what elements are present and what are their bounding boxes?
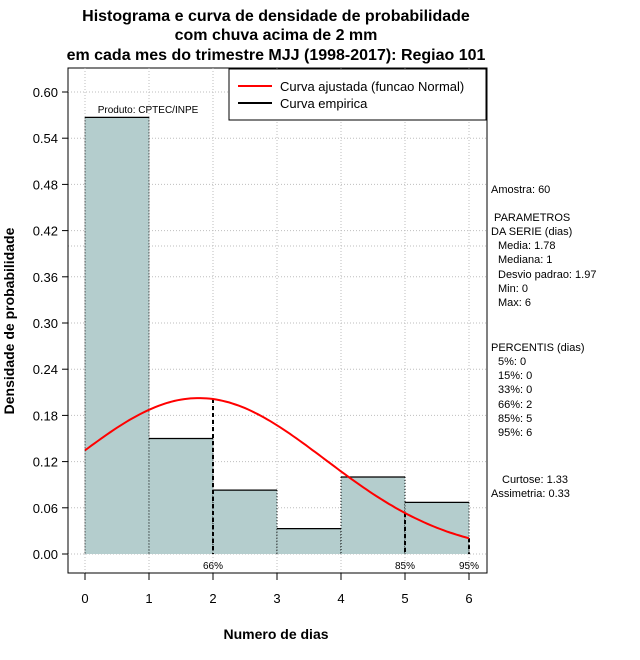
axes: 0.00 0.06 0.12 0.18 0.24 0.30 0.36 0.42 0.48 0.54… xyxy=(33,85,473,606)
param-media: Media: 1.78 xyxy=(498,240,555,252)
percentile-label-0: 66% xyxy=(203,561,223,572)
y-tick-label: 0.24 xyxy=(33,362,58,377)
stat-curtose: Curtose: 1.33 xyxy=(502,474,568,486)
param-max: Max: 6 xyxy=(498,297,531,309)
y-tick-label: 0.36 xyxy=(33,270,58,285)
percentil-33: 33%: 0 xyxy=(498,384,532,396)
percentil-15: 15%: 0 xyxy=(498,370,532,382)
y-tick-label: 0.42 xyxy=(33,224,58,239)
legend-label-normal: Curva ajustada (funcao Normal) xyxy=(280,79,464,94)
percentil-66: 66%: 2 xyxy=(498,399,532,411)
y-axis-title: Densidade de probabilidade xyxy=(1,227,17,414)
y-tick-label: 0.06 xyxy=(33,501,58,516)
histogram-bar-0 xyxy=(85,117,149,554)
x-tick-label: 4 xyxy=(337,591,344,606)
param-min: Min: 0 xyxy=(498,283,528,295)
legend-label-empirical: Curva empirica xyxy=(280,96,368,111)
percentil-5: 5%: 0 xyxy=(498,356,526,368)
y-tick-label: 0.12 xyxy=(33,455,58,470)
percentil-95: 95%: 6 xyxy=(498,427,532,439)
y-tick-label: 0.54 xyxy=(33,131,58,146)
y-tick-label: 0.60 xyxy=(33,85,58,100)
param-header-1: PARAMETROS xyxy=(491,212,570,224)
chart-title-line-2: com chuva acima de 2 mm xyxy=(175,27,378,44)
percentile-label-1: 85% xyxy=(395,561,415,572)
x-tick-label: 1 xyxy=(145,591,152,606)
legend: Curva ajustada (funcao Normal) Curva emp… xyxy=(228,68,487,121)
credit-label: Produto: CPTEC/INPE xyxy=(98,105,199,116)
percentis-header: PERCENTIS (dias) xyxy=(491,342,585,354)
x-tick-label: 3 xyxy=(273,591,280,606)
percentile-label-2: 95% xyxy=(459,561,479,572)
y-tick-label: 0.48 xyxy=(33,177,58,192)
histogram-bar-1 xyxy=(149,438,213,554)
x-tick-label: 5 xyxy=(401,591,408,606)
x-axis-title: Numero de dias xyxy=(223,626,328,642)
legend-box xyxy=(228,68,487,121)
chart-title-line-1: Histograma e curva de densidade de proba… xyxy=(82,8,470,25)
y-tick-label: 0.00 xyxy=(33,547,58,562)
y-tick-label: 0.18 xyxy=(33,408,58,423)
param-desvio: Desvio padrao: 1.97 xyxy=(498,269,596,281)
percentile-markers: 66% 85% 95% xyxy=(203,399,479,572)
stat-amostra: Amostra: 60 xyxy=(491,184,550,196)
param-mediana: Mediana: 1 xyxy=(498,254,552,266)
histogram-bar-4 xyxy=(341,477,405,554)
stat-assimetria: Assimetria: 0.33 xyxy=(491,488,570,500)
normal-fit-curve xyxy=(84,397,470,540)
histogram-bar-3 xyxy=(277,528,341,554)
y-tick-label: 0.30 xyxy=(33,316,58,331)
x-tick-label: 2 xyxy=(209,591,216,606)
histogram-bar-2 xyxy=(213,490,277,554)
x-tick-label: 6 xyxy=(465,591,472,606)
stats-panel: Amostra: 60 PARAMETROS DA SERIE (dias) M… xyxy=(491,184,596,500)
x-tick-label: 0 xyxy=(81,591,88,606)
percentil-85: 85%: 5 xyxy=(498,413,532,425)
param-header-2: DA SERIE (dias) xyxy=(491,226,572,238)
chart-title-line-3: em cada mes do trimestre MJJ (1998-2017)… xyxy=(67,47,486,64)
